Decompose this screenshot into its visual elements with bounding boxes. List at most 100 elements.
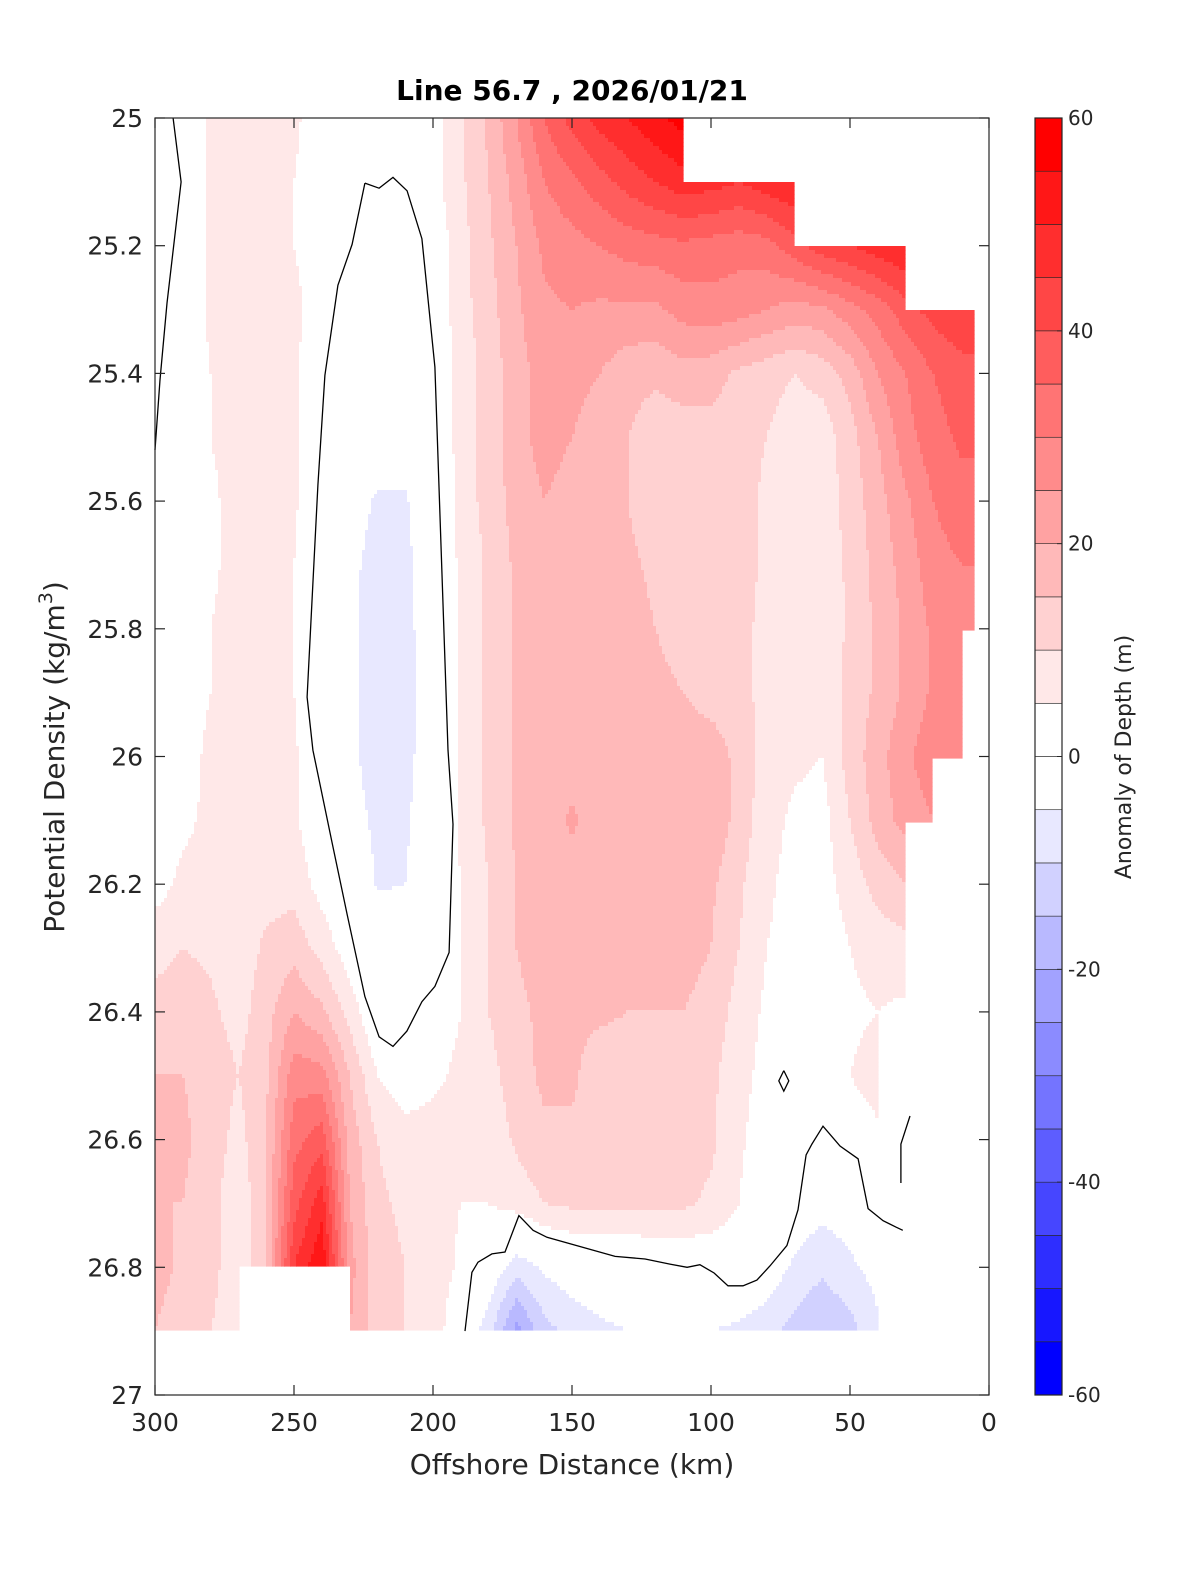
contour-fill: [530, 118, 546, 123]
contour-fill: [335, 1066, 348, 1071]
contour-fill: [155, 362, 210, 367]
contour-fill: [245, 1034, 273, 1039]
contour-fill: [155, 994, 216, 999]
contour-fill: [506, 1294, 534, 1299]
contour-fill: [458, 618, 483, 623]
contour-fill: [512, 630, 657, 635]
contour-fill: [875, 430, 894, 435]
contour-fill: [155, 1190, 186, 1195]
contour-fill: [512, 718, 711, 723]
contour-fill: [452, 326, 474, 331]
contour-fill: [326, 1210, 330, 1215]
contour-fill: [275, 1110, 285, 1115]
contour-fill: [452, 410, 477, 415]
contour-fill: [896, 702, 927, 707]
contour-fill: [755, 1054, 855, 1059]
contour-fill: [578, 414, 636, 419]
contour-fill: [446, 1322, 483, 1327]
contour-fill: [749, 838, 783, 843]
contour-fill: [155, 826, 195, 831]
contour-fill: [461, 990, 489, 995]
contour-fill: [155, 910, 288, 915]
contour-fill: [857, 1326, 879, 1331]
contour-fill: [332, 1054, 345, 1059]
contour-fill: [299, 790, 366, 795]
contour-fill: [278, 1226, 282, 1231]
contour-fill: [311, 886, 378, 891]
contour-fill: [731, 766, 756, 771]
contour-fill: [251, 1182, 267, 1187]
contour-fill: [155, 974, 159, 979]
contour-fill: [758, 502, 840, 507]
contour-fill: [281, 1146, 291, 1151]
contour-fill: [842, 278, 882, 283]
contour-fill: [350, 1086, 366, 1091]
contour-fill: [266, 1158, 273, 1163]
contour-fill: [875, 322, 900, 327]
contour-fill: [743, 1154, 879, 1159]
contour-fill: [212, 614, 294, 619]
contour-fill: [248, 1154, 267, 1159]
contour-fill: [764, 982, 861, 987]
contour-fill: [446, 210, 468, 215]
contour-fill: [548, 130, 573, 135]
contour-fill: [155, 966, 168, 971]
contour-fill: [296, 174, 444, 179]
contour-fill: [863, 382, 882, 387]
contour-fill: [413, 602, 459, 607]
contour-fill: [632, 526, 759, 531]
contour-fill: [512, 834, 729, 839]
contour-fill: [155, 634, 213, 639]
contour-fill: [575, 422, 633, 427]
contour-fill: [359, 702, 417, 707]
contour-fill: [737, 1206, 879, 1211]
contour-fill: [359, 734, 417, 739]
contour-fill: [521, 290, 555, 295]
contour-fill: [887, 758, 915, 763]
contour-fill: [554, 478, 630, 483]
contour-fill: [818, 354, 852, 359]
contour-fill: [458, 650, 483, 655]
contour-fill: [515, 1298, 519, 1303]
contour-fill: [512, 694, 687, 699]
contour-fill: [341, 1230, 348, 1235]
contour-fill: [551, 1226, 720, 1231]
contour-fill: [209, 350, 300, 355]
contour-fill: [812, 766, 825, 771]
contour-fill: [581, 410, 639, 415]
contour-fill: [536, 234, 585, 239]
contour-fill: [416, 650, 459, 655]
contour-fill: [659, 642, 753, 647]
contour-fill: [812, 390, 846, 395]
contour-fill: [155, 334, 207, 339]
contour-fill: [863, 498, 888, 503]
contour-fill: [653, 390, 660, 395]
contour-fill: [845, 634, 873, 639]
contour-fill: [887, 342, 915, 347]
contour-fill: [275, 1122, 285, 1127]
contour-fill: [518, 274, 546, 279]
contour-fill: [872, 682, 900, 687]
contour-fill: [836, 470, 861, 475]
contour-fill: [329, 1190, 336, 1195]
contour-fill: [317, 898, 462, 903]
contour-fill: [293, 650, 360, 655]
contour-fill: [725, 1222, 879, 1227]
contour-fill: [362, 774, 414, 779]
contour-fill: [296, 1098, 324, 1103]
contour-fill: [266, 1150, 276, 1155]
contour-fill: [353, 1306, 369, 1311]
contour-fill: [212, 630, 294, 635]
contour-fill: [389, 1090, 438, 1095]
contour-fill: [500, 342, 528, 347]
contour-fill: [917, 774, 933, 779]
contour-fill: [461, 882, 489, 887]
contour-fill: [518, 954, 708, 959]
contour-fill: [293, 1014, 300, 1019]
contour-fill: [872, 414, 891, 419]
contour-fill: [512, 1138, 717, 1143]
contour-fill: [935, 506, 975, 511]
contour-fill: [503, 450, 534, 455]
contour-fill: [797, 258, 837, 263]
contour-fill: [155, 462, 216, 467]
